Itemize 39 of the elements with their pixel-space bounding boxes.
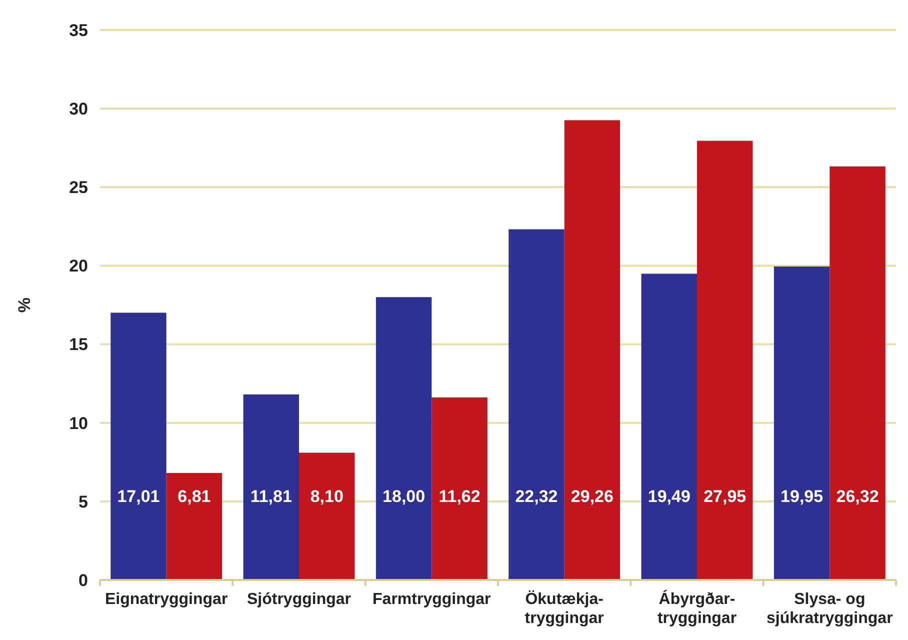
data-label: 26,32 (836, 487, 879, 506)
bar (110, 312, 166, 580)
bar (166, 472, 222, 580)
data-label: 17,01 (117, 487, 160, 506)
bar (508, 229, 564, 580)
data-label: 19,95 (780, 487, 824, 506)
x-tick-label: Farmtryggingar (372, 591, 491, 608)
y-tick-label: 30 (69, 100, 88, 119)
x-tick-label: Sjótryggingar (246, 591, 352, 608)
bar (376, 297, 432, 580)
bar (830, 166, 886, 580)
bar (432, 397, 488, 580)
data-label: 19,49 (648, 487, 690, 506)
y-tick-label: 25 (69, 178, 88, 198)
data-label: 29,26 (570, 487, 614, 506)
bar (243, 394, 299, 580)
x-tick-label: Eignatryggingar (104, 591, 228, 608)
data-label: 11,81 (250, 487, 292, 506)
data-label: 27,95 (704, 487, 746, 506)
bar (697, 140, 753, 580)
y-tick-label: 0 (78, 570, 88, 590)
x-tick-label: Ökutækja- tryggingar (524, 590, 604, 627)
data-label: 8,10 (310, 487, 344, 506)
bar (299, 452, 355, 580)
data-label: 22,32 (515, 487, 558, 506)
y-tick-label: 15 (69, 335, 88, 354)
x-tick-label: Ábyrgðar- tryggingar (657, 589, 737, 627)
data-label: 6,81 (178, 487, 211, 506)
y-tick-label: 10 (69, 414, 88, 433)
x-tick-label: Slysa- og sjúkratryggingar (766, 591, 893, 627)
data-label: 18,00 (382, 487, 426, 506)
bar (774, 266, 830, 580)
y-tick-label: 20 (69, 256, 88, 276)
y-axis-title: % (15, 297, 34, 313)
y-tick-label: 35 (69, 20, 88, 40)
bar (564, 120, 620, 580)
bar (641, 274, 697, 580)
y-tick-label: 5 (78, 492, 88, 512)
data-label: 11,62 (438, 487, 480, 506)
